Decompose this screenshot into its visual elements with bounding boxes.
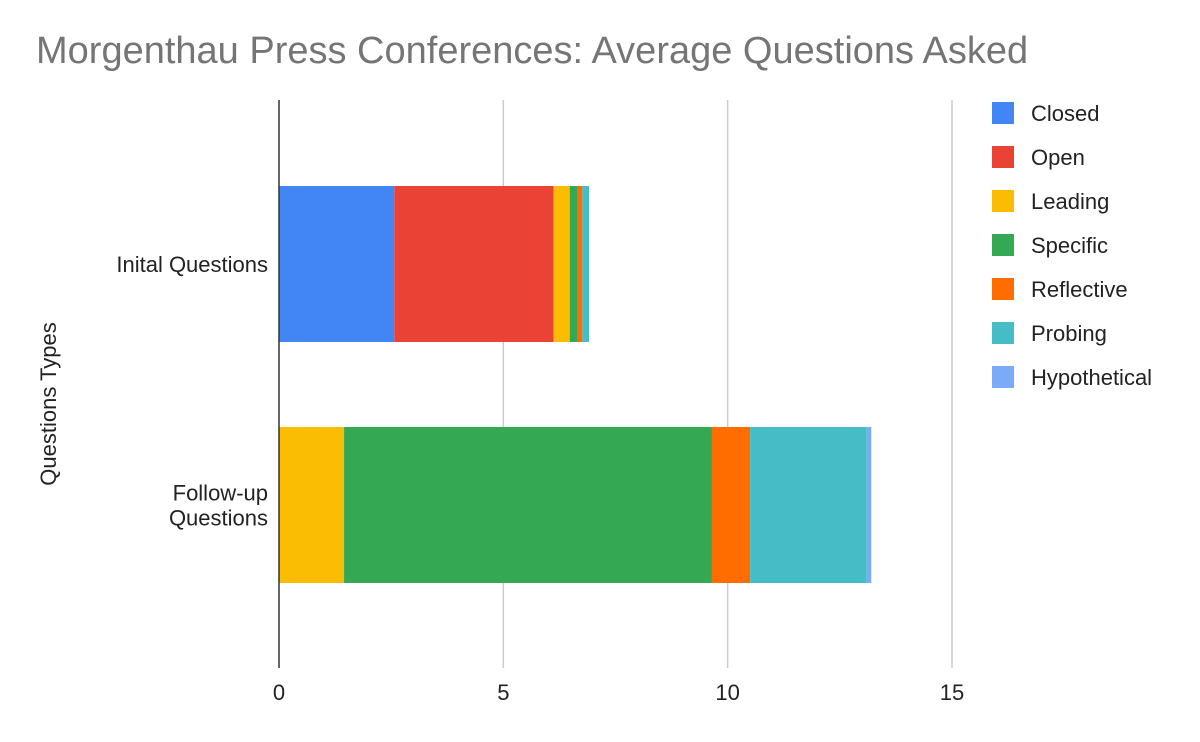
legend-item-probing: Probing: [992, 321, 1107, 346]
legend-item-leading: Leading: [992, 189, 1109, 214]
bar-specific-1: [569, 186, 578, 342]
bar-leading-1: [553, 186, 570, 342]
legend-item-open: Open: [992, 145, 1085, 170]
legend-swatch: [992, 190, 1014, 212]
legend-item-hypothetical: Hypothetical: [992, 365, 1152, 390]
legend: Closed Open Leading Specific Reflective Probi…: [992, 101, 1152, 390]
legend-label: Leading: [1031, 189, 1109, 214]
x-tick-label: 5: [497, 680, 509, 705]
y-tick-label: Follow-up Questions: [169, 481, 268, 531]
legend-label: Probing: [1031, 321, 1107, 346]
legend-item-closed: Closed: [992, 101, 1099, 126]
legend-label: Specific: [1031, 233, 1108, 258]
legend-swatch: [992, 366, 1014, 388]
bar-specific-2: [344, 427, 712, 583]
legend-item-specific: Specific: [992, 233, 1108, 258]
legend-label: Reflective: [1031, 277, 1128, 302]
legend-label: Hypothetical: [1031, 365, 1152, 390]
bar-reflective-2: [711, 427, 751, 583]
bar-probing-2: [750, 427, 867, 583]
bars: [279, 186, 872, 583]
legend-swatch: [992, 234, 1014, 256]
x-tick-label: 10: [715, 680, 739, 705]
legend-item-reflective: Reflective: [992, 277, 1128, 302]
legend-label: Closed: [1031, 101, 1099, 126]
y-axis-title: Questions Types: [36, 322, 61, 485]
y-tick-label-line: Questions: [169, 506, 268, 531]
legend-swatch: [992, 146, 1014, 168]
bar-reflective-1: [577, 186, 583, 342]
bar-hypothetical-2: [866, 427, 872, 583]
legend-swatch: [992, 102, 1014, 124]
chart-title: Morgenthau Press Conferences: Average Qu…: [36, 30, 1029, 72]
legend-label: Open: [1031, 145, 1085, 170]
bar-leading-2: [279, 427, 345, 583]
legend-swatch: [992, 322, 1014, 344]
legend-swatch: [992, 278, 1014, 300]
y-tick-label: Inital Questions: [116, 252, 268, 277]
y-tick-label-line: Follow-up: [173, 481, 268, 506]
bar-open-1: [394, 186, 554, 342]
bar-closed-1: [279, 186, 395, 342]
y-tick-label-line: Inital Questions: [116, 252, 268, 277]
bar-probing-1: [582, 186, 590, 342]
x-tick-label: 15: [940, 680, 964, 705]
x-tick-label: 0: [273, 680, 285, 705]
